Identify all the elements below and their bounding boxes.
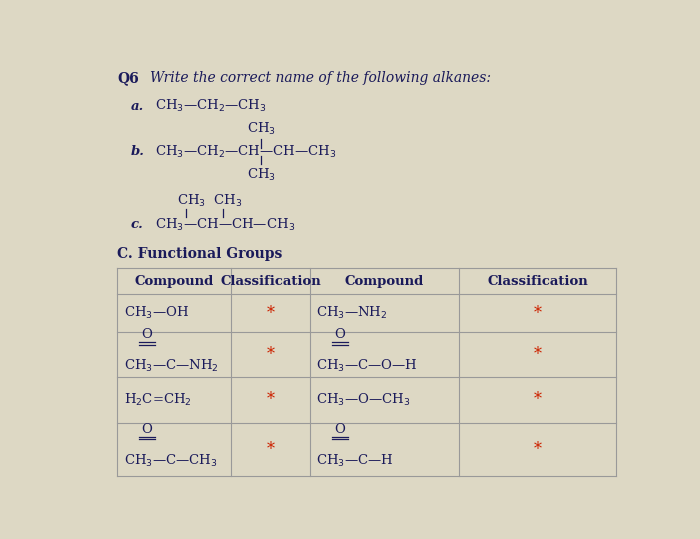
Text: CH$_3$—NH$_2$: CH$_3$—NH$_2$ [316, 305, 388, 321]
Text: a.: a. [131, 100, 144, 113]
Text: CH$_3$—OH: CH$_3$—OH [124, 305, 189, 321]
Text: Write the correct name of the following alkanes:: Write the correct name of the following … [150, 71, 491, 85]
Text: CH$_3$  CH$_3$: CH$_3$ CH$_3$ [177, 193, 242, 209]
Text: *: * [267, 391, 274, 409]
Text: CH$_3$—C—O—H: CH$_3$—C—O—H [316, 358, 418, 374]
Text: *: * [534, 391, 542, 409]
Text: Classification: Classification [487, 274, 588, 288]
Text: CH$_3$—C—NH$_2$: CH$_3$—C—NH$_2$ [124, 358, 218, 374]
Text: CH$_3$—O—CH$_3$: CH$_3$—O—CH$_3$ [316, 392, 411, 408]
Text: O: O [335, 328, 345, 341]
Text: CH$_3$—C—H: CH$_3$—C—H [316, 453, 394, 469]
Text: CH$_3$—CH$_2$—CH—CH—CH$_3$: CH$_3$—CH$_2$—CH—CH—CH$_3$ [155, 144, 337, 160]
Text: O: O [141, 423, 153, 436]
Text: CH$_3$—CH—CH—CH$_3$: CH$_3$—CH—CH—CH$_3$ [155, 217, 295, 232]
Text: CH$_3$—C—CH$_3$: CH$_3$—C—CH$_3$ [124, 453, 218, 469]
Text: O: O [335, 423, 345, 436]
Text: O: O [141, 328, 153, 341]
Text: H$_2$C=CH$_2$: H$_2$C=CH$_2$ [124, 392, 192, 408]
Text: CH$_3$: CH$_3$ [246, 121, 276, 137]
Text: CH$_3$: CH$_3$ [246, 167, 276, 183]
Text: Q6: Q6 [118, 71, 139, 85]
Text: Classification: Classification [220, 274, 321, 288]
Text: *: * [267, 305, 274, 322]
Text: *: * [534, 305, 542, 322]
Text: *: * [267, 346, 274, 363]
Text: C. Functional Groups: C. Functional Groups [118, 246, 283, 260]
Text: *: * [534, 346, 542, 363]
Text: *: * [267, 441, 274, 458]
Text: CH$_3$—CH$_2$—CH$_3$: CH$_3$—CH$_2$—CH$_3$ [155, 98, 267, 114]
Text: Compound: Compound [134, 274, 214, 288]
Text: Compound: Compound [345, 274, 424, 288]
Text: *: * [534, 441, 542, 458]
Text: c.: c. [131, 218, 144, 231]
Text: b.: b. [131, 146, 145, 158]
